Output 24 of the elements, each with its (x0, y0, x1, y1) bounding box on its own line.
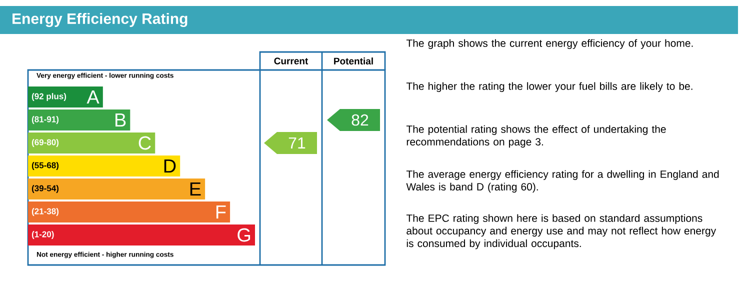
annotation: (21-38) (32, 208, 58, 216)
chart-title: Energy Efficiency Rating (12, 12, 188, 28)
text: The graph shows the current energy efficiency of your home. (406, 39, 693, 49)
y-tick-label: F (216, 205, 226, 219)
text: 71 (288, 137, 306, 149)
annotation: (92 plus) (32, 93, 66, 101)
text: The average energy efficiency rating for a dwelling in England and Wales is band D (rating 60). (406, 170, 719, 193)
text: The EPC rating shown here is based on standard assumptions about occupancy and energy use and may not reflect how energy is consumed by individual occupants. (406, 214, 716, 250)
annotation: (81-91) (32, 116, 58, 124)
text: The potential rating shows the effect of undertaking the recommendations on page 3. (406, 125, 666, 148)
annotation: (69-80) (32, 139, 58, 147)
y-tick-label: D (164, 159, 176, 173)
y-tick-label: A (86, 90, 100, 104)
annotation: (55-68) (32, 162, 58, 170)
y-tick-label: B (116, 113, 126, 127)
text: Potential (334, 58, 373, 64)
text: Current (274, 58, 308, 64)
y-tick-label: G (238, 228, 250, 242)
y-tick-label: E (190, 182, 201, 196)
annotation: (39-54) (32, 185, 58, 193)
y-tick-label: C (138, 136, 151, 150)
annotation: (1-20) (32, 231, 54, 239)
text: 82 (352, 114, 368, 126)
text: The higher the rating the lower your fuel bills are likely to be. (406, 82, 692, 92)
